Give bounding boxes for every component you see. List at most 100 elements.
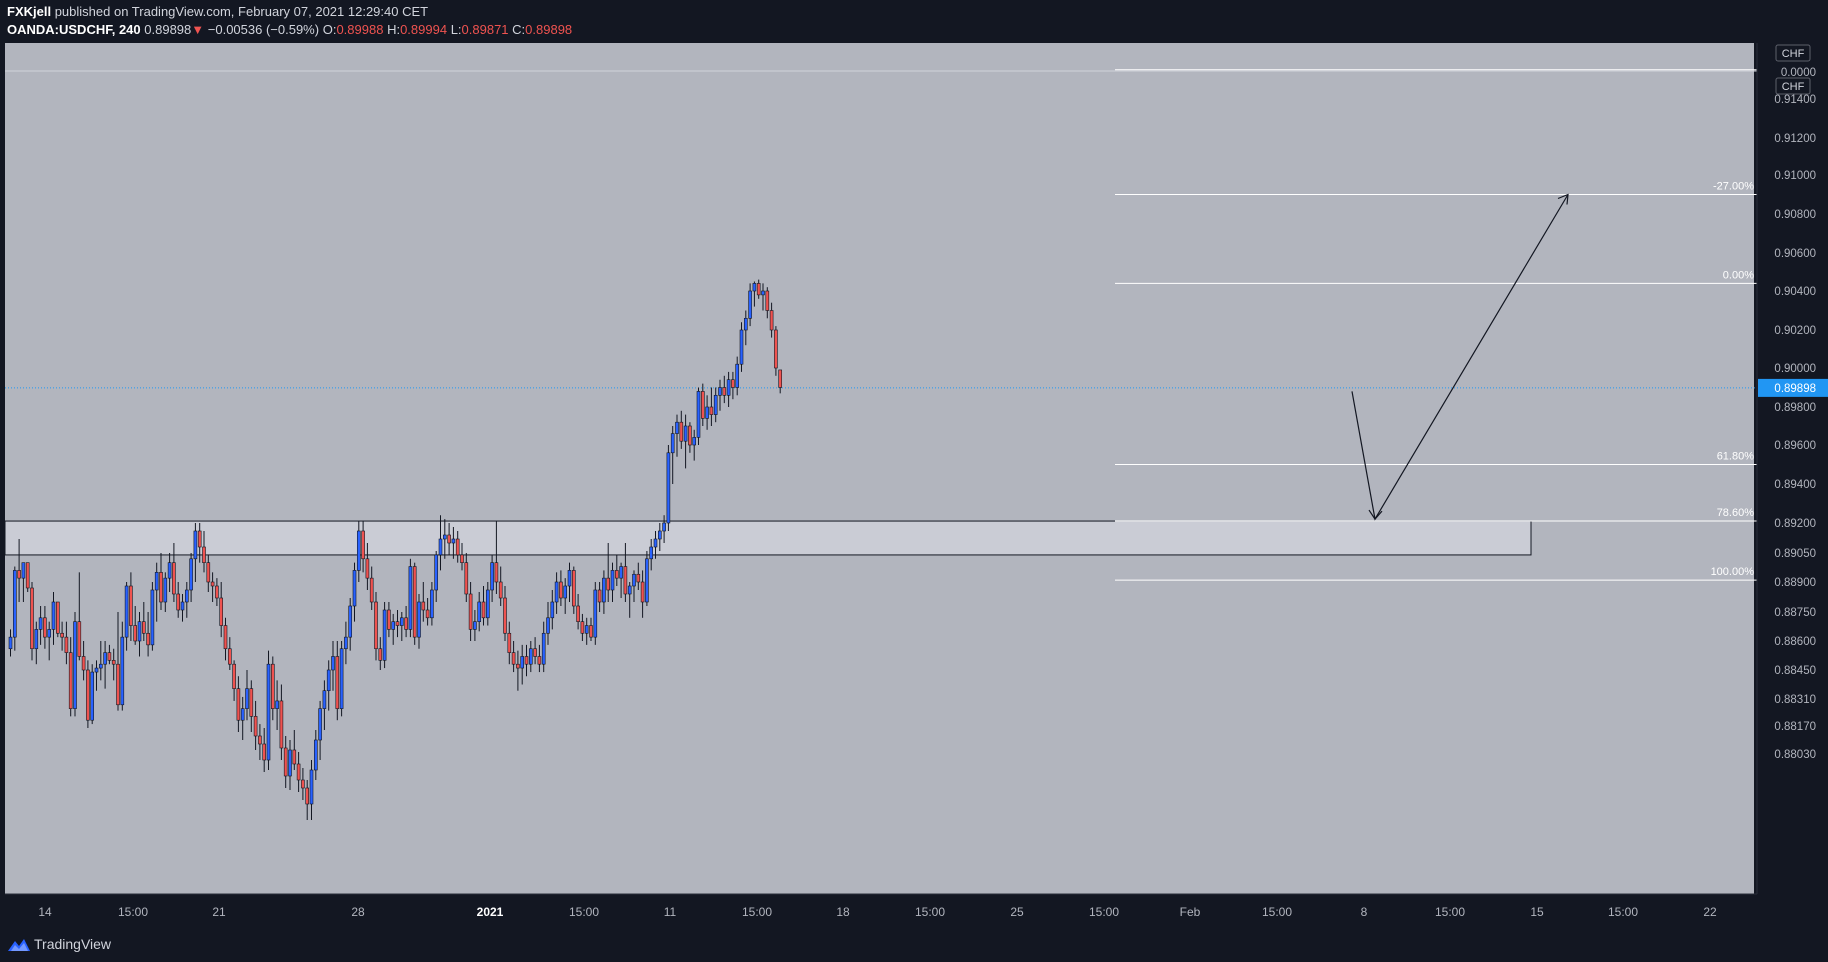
candle-body xyxy=(382,609,387,661)
candle-body xyxy=(107,652,112,661)
tradingview-logo-icon[interactable] xyxy=(7,937,31,953)
time-axis-ticks[interactable]: 14 15:00 21 28 2021 15:00 11 15:00 18 15:00 25 15:0… xyxy=(38,905,1717,919)
candle-body xyxy=(580,621,585,634)
candle-body xyxy=(700,391,705,419)
time-tick-label: 28 xyxy=(351,905,365,919)
plot-area[interactable] xyxy=(5,43,1754,894)
candle-body xyxy=(653,538,658,548)
fib-level-label: 78.60% xyxy=(1717,507,1755,519)
candle-body xyxy=(494,562,499,583)
publish-info: FXKjell published on TradingView.com, Fe… xyxy=(7,4,428,19)
price-tick-label: 0.89800 xyxy=(1774,402,1816,414)
candle-body xyxy=(559,581,563,599)
candle-body xyxy=(481,601,486,619)
candle-body xyxy=(434,554,439,591)
price-axis[interactable] xyxy=(1757,43,1828,894)
candle-body xyxy=(352,570,357,607)
time-tick-label: 18 xyxy=(836,905,850,919)
support-zone-rect xyxy=(4,520,1532,556)
candle-body xyxy=(752,283,757,292)
price-tick-label: 0.88900 xyxy=(1774,577,1816,589)
candle-body xyxy=(442,534,447,540)
candle-body xyxy=(688,425,692,446)
candle-body xyxy=(81,656,86,671)
price-tick-label: 0.89050 xyxy=(1774,548,1816,560)
candle-body xyxy=(335,656,340,709)
candle-body xyxy=(55,601,60,634)
candle-body xyxy=(185,589,189,603)
candle-body xyxy=(726,379,731,396)
time-tick-label: 2021 xyxy=(477,905,504,919)
candle-body xyxy=(537,656,542,665)
support-zone-layer xyxy=(4,520,1532,556)
price-tick-label: 0.0000 xyxy=(1781,67,1816,79)
candle-body xyxy=(167,562,172,579)
candle-body xyxy=(17,570,21,579)
open-value: 0.89988 xyxy=(336,22,384,37)
candle-body xyxy=(111,660,116,665)
candle-body xyxy=(172,562,176,595)
candle-body xyxy=(761,290,765,296)
candle-body xyxy=(129,585,133,626)
currency-label: CHF xyxy=(1782,48,1805,60)
candle-body xyxy=(516,663,520,669)
candle-body xyxy=(765,290,770,311)
candle-body xyxy=(735,363,740,388)
price-chart[interactable]: -27.00%0.00%61.80%78.60%100.00% 0.914000… xyxy=(0,43,1828,928)
candle-body xyxy=(339,648,344,709)
ohlc-legend: OANDA:USDCHF, 240 0.89898▼ −0.00536 (−0.… xyxy=(7,22,572,37)
candle-body xyxy=(116,663,120,706)
candle-body xyxy=(645,558,649,603)
candle-body xyxy=(356,530,361,571)
candle-body xyxy=(520,656,525,669)
candle-body xyxy=(309,769,314,805)
candle-body xyxy=(142,621,146,634)
price-change: −0.00536 (−0.59%) xyxy=(207,22,320,37)
candle-body xyxy=(511,652,516,665)
candle-body xyxy=(25,562,30,589)
candle-body xyxy=(507,632,512,653)
candle-body xyxy=(705,406,709,419)
candle-body xyxy=(223,625,228,650)
candle-body xyxy=(404,617,408,630)
footer-bar: TradingView xyxy=(0,928,1828,962)
time-tick-label: 15:00 xyxy=(742,905,772,919)
candle-body xyxy=(197,530,202,548)
candle-body xyxy=(662,522,666,532)
tradingview-brand[interactable]: TradingView xyxy=(34,936,112,952)
candle-body xyxy=(421,601,426,611)
price-axis-ticks: 0.91400 0.91200 0.91000 0.90800 0.90600 0.904… xyxy=(1774,67,1816,761)
symbol-label[interactable]: OANDA:USDCHF, 240 xyxy=(7,22,141,37)
high-value: 0.89994 xyxy=(400,22,448,37)
candle-body xyxy=(610,570,615,591)
time-tick-label: 15:00 xyxy=(1608,905,1638,919)
candle-body xyxy=(640,581,645,603)
candle-body xyxy=(666,452,671,524)
candle-body xyxy=(460,554,464,563)
candle-body xyxy=(13,570,17,638)
candle-body xyxy=(43,617,47,638)
candle-body xyxy=(266,663,271,761)
candle-body xyxy=(524,656,529,665)
candle-body xyxy=(77,621,82,657)
price-axis-badges: CHF CHF 0.89898 xyxy=(1758,44,1828,397)
candle-body xyxy=(692,437,697,446)
last-price-value: 0.89898 xyxy=(144,22,192,37)
candle-body xyxy=(546,617,550,634)
time-tick-label: 15 xyxy=(1530,905,1544,919)
candle-body xyxy=(718,387,722,396)
candle-body xyxy=(253,716,258,737)
time-tick-label: 15:00 xyxy=(915,905,945,919)
candle-body xyxy=(743,317,748,331)
candle-body xyxy=(206,562,211,583)
candle-body xyxy=(344,636,348,650)
author-name[interactable]: FXKjell xyxy=(7,4,52,19)
candle-body xyxy=(606,577,611,591)
candle-body xyxy=(399,617,404,626)
candle-body xyxy=(769,310,774,331)
candle-body xyxy=(503,597,507,634)
candle-body xyxy=(193,530,198,560)
price-tick-label: 0.91400 xyxy=(1774,94,1816,106)
candle-body xyxy=(387,609,391,630)
candle-body xyxy=(670,433,675,454)
